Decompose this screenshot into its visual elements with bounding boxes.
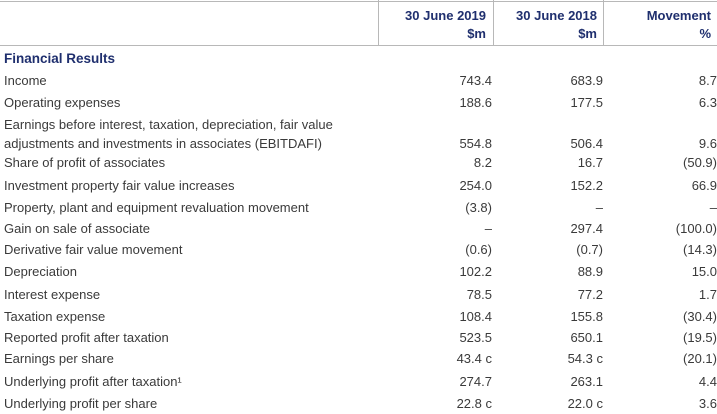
table-row: Earnings before interest, taxation, depr… (4, 115, 717, 153)
cell-value: (20.1) (683, 351, 717, 366)
table-row: Taxation expense 108.4 155.8 (30.4) (4, 307, 717, 326)
table-row: Derivative fair value movement (0.6) (0.7)… (4, 240, 717, 259)
row-label: Income (4, 73, 47, 88)
cell-value: 297.4 (570, 221, 603, 236)
cell-value: 54.3 c (567, 351, 603, 366)
cell-value: 650.1 (570, 330, 603, 345)
row-label: Gain on sale of associate (4, 221, 150, 236)
row-label: Derivative fair value movement (4, 242, 183, 257)
cell-value: 506.4 (570, 136, 603, 151)
column-unit: $m (578, 26, 597, 41)
table-row: Depreciation 102.2 88.9 15.0 (4, 262, 717, 281)
row-label: Property, plant and equipment revaluatio… (4, 200, 309, 215)
row-label: Earnings before interest, taxation, depr… (4, 117, 333, 151)
cell-value: 683.9 (570, 73, 603, 88)
table-row: Gain on sale of associate – 297.4 (100.0) (4, 219, 717, 238)
cell-value: 743.4 (459, 73, 492, 88)
cell-value: 523.5 (459, 330, 492, 345)
table-row: Underlying profit per share 22.8 c 22.0 c 3… (4, 394, 717, 413)
cell-value: 274.7 (459, 374, 492, 389)
row-label: Underlying profit per share (4, 396, 158, 411)
cell-value: 1.7 (698, 287, 717, 302)
cell-value: 254.0 (459, 178, 492, 193)
cell-value: 108.4 (459, 309, 492, 324)
cell-value: 22.0 c (567, 396, 603, 411)
cell-value: (0.7) (576, 242, 603, 257)
cell-value: 554.8 (459, 136, 492, 151)
table-row: Property, plant and equipment revaluatio… (4, 198, 717, 217)
row-label: Underlying profit after taxation¹ (4, 374, 182, 389)
cell-value: 6.3 (698, 95, 717, 110)
cell-value: 9.6 (698, 136, 717, 151)
cell-value: (14.3) (683, 242, 717, 257)
cell-value: 188.6 (459, 95, 492, 110)
cell-value: 22.8 c (456, 396, 492, 411)
cell-value: 8.2 (473, 155, 492, 170)
table-row: Earnings per share 43.4 c 54.3 c (20.1) (4, 349, 717, 368)
cell-value: 155.8 (570, 309, 603, 324)
column-title: 30 June 2019 (405, 8, 486, 23)
row-label: Share of profit of associates (4, 155, 166, 170)
cell-value: 16.7 (577, 155, 603, 170)
cell-value: 263.1 (570, 374, 603, 389)
cell-value: (3.8) (465, 200, 492, 215)
cell-value: 4.4 (698, 374, 717, 389)
cell-value: 77.2 (577, 287, 603, 302)
column-divider (493, 0, 494, 45)
cell-value: 15.0 (691, 264, 717, 279)
section-title: Financial Results (4, 51, 116, 66)
cell-value: – (484, 221, 492, 236)
row-label: Reported profit after taxation (4, 330, 169, 345)
cell-value: (19.5) (683, 330, 717, 345)
table-row: Operating expenses 188.6 177.5 6.3 (4, 93, 717, 112)
cell-value: 88.9 (577, 264, 603, 279)
cell-value: – (595, 200, 603, 215)
table-row: Income 743.4 683.9 8.7 (4, 71, 717, 90)
cell-value: 177.5 (570, 95, 603, 110)
cell-value: 66.9 (691, 178, 717, 193)
row-label: Interest expense (4, 287, 101, 302)
table-row: Underlying profit after taxation¹ 274.7 26… (4, 372, 717, 391)
table-row: Share of profit of associates 8.2 16.7 (50.… (4, 153, 717, 172)
column-title: Movement (646, 8, 711, 23)
cell-value: (100.0) (675, 221, 717, 236)
cell-value: (0.6) (465, 242, 492, 257)
column-divider (378, 0, 379, 45)
table-row: Investment property fair value increases… (4, 176, 717, 195)
row-label: Operating expenses (4, 95, 121, 110)
cell-value: 3.6 (698, 396, 717, 411)
row-label: Taxation expense (4, 309, 106, 324)
cell-value: 43.4 c (456, 351, 492, 366)
cell-value: – (709, 200, 717, 215)
cell-value: (30.4) (683, 309, 717, 324)
column-unit: % (699, 26, 711, 41)
cell-value: 102.2 (459, 264, 492, 279)
cell-value: 78.5 (466, 287, 492, 302)
column-divider (603, 0, 604, 45)
header-rule (0, 45, 717, 46)
top-rule (0, 1, 717, 2)
row-label: Depreciation (4, 264, 77, 279)
table-row: Reported profit after taxation 523.5 650.1… (4, 328, 717, 347)
cell-value: (50.9) (683, 155, 717, 170)
row-label: Investment property fair value increases (4, 178, 235, 193)
cell-value: 152.2 (570, 178, 603, 193)
cell-value: 8.7 (698, 73, 717, 88)
column-title: 30 June 2018 (516, 8, 597, 23)
column-unit: $m (467, 26, 486, 41)
table-row: Interest expense 78.5 77.2 1.7 (4, 285, 717, 304)
row-label: Earnings per share (4, 351, 114, 366)
